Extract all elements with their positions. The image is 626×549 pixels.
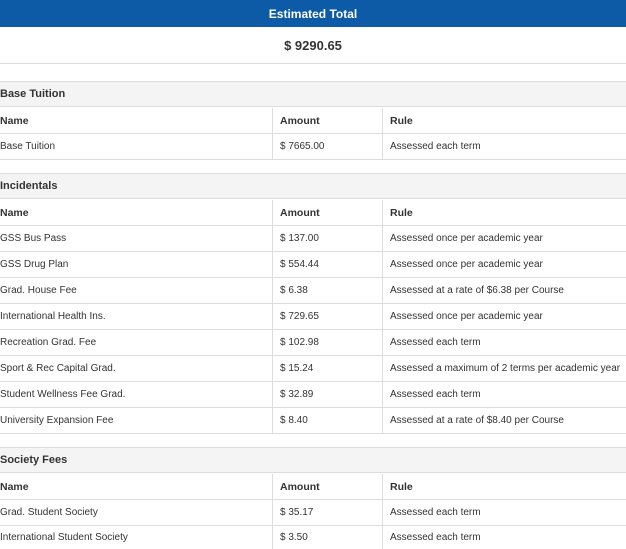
- table-row: GSS Drug Plan $ 554.44 Assessed once per…: [0, 252, 626, 278]
- table-row: University Expansion Fee $ 8.40 Assessed…: [0, 408, 626, 434]
- column-header-rule: Rule: [382, 200, 626, 225]
- total-amount: $ 9290.65: [284, 37, 342, 53]
- fee-rule: Assessed each term: [382, 382, 626, 407]
- fee-rule: Assessed each term: [382, 500, 626, 525]
- fee-name: Grad. House Fee: [0, 285, 77, 296]
- fee-amount: $ 3.50: [272, 526, 382, 549]
- fee-amount: $ 32.89: [272, 382, 382, 407]
- fee-amount: $ 8.40: [272, 408, 382, 433]
- section-title-incidentals: Incidentals: [0, 173, 626, 199]
- fee-rule: Assessed at a rate of $6.38 per Course: [382, 278, 626, 303]
- table-row: Grad. Student Society $ 35.17 Assessed e…: [0, 500, 626, 526]
- fee-rule: Assessed once per academic year: [382, 252, 626, 277]
- fee-rule: Assessed each term: [382, 330, 626, 355]
- fee-name: Base Tuition: [0, 141, 56, 152]
- column-header-amount: Amount: [272, 474, 382, 499]
- fee-name: GSS Drug Plan: [0, 259, 69, 270]
- fee-name: Student Wellness Fee Grad.: [0, 389, 126, 400]
- table-row: Recreation Grad. Fee $ 102.98 Assessed e…: [0, 330, 626, 356]
- section-title-base-tuition: Base Tuition: [0, 81, 626, 107]
- fee-amount: $ 6.38: [272, 278, 382, 303]
- table-header-row: Name Amount Rule: [0, 474, 626, 500]
- fee-name: Sport & Rec Capital Grad.: [0, 363, 116, 374]
- table-row: Student Wellness Fee Grad. $ 32.89 Asses…: [0, 382, 626, 408]
- column-header-name: Name: [0, 206, 29, 219]
- column-header-rule: Rule: [382, 108, 626, 133]
- section-title-society-fees: Society Fees: [0, 447, 626, 473]
- fee-amount: $ 554.44: [272, 252, 382, 277]
- fee-amount: $ 137.00: [272, 226, 382, 251]
- fee-rule: Assessed a maximum of 2 terms per academ…: [382, 356, 626, 381]
- column-header-amount: Amount: [272, 108, 382, 133]
- fee-amount: $ 102.98: [272, 330, 382, 355]
- table-header-row: Name Amount Rule: [0, 200, 626, 226]
- table-row: Grad. House Fee $ 6.38 Assessed at a rat…: [0, 278, 626, 304]
- table-row: Base Tuition $ 7665.00 Assessed each ter…: [0, 134, 626, 160]
- column-header-name: Name: [0, 114, 29, 127]
- fee-name: Recreation Grad. Fee: [0, 337, 97, 348]
- fee-name: International Health Ins.: [0, 311, 106, 322]
- fee-rule: Assessed each term: [382, 526, 626, 549]
- header-title: Estimated Total: [268, 6, 358, 21]
- fee-rule: Assessed once per academic year: [382, 226, 626, 251]
- fee-name: University Expansion Fee: [0, 415, 114, 426]
- table-row: International Student Society $ 3.50 Ass…: [0, 526, 626, 549]
- fee-amount: $ 35.17: [272, 500, 382, 525]
- table-row: International Health Ins. $ 729.65 Asses…: [0, 304, 626, 330]
- fee-amount: $ 7665.00: [272, 134, 382, 159]
- table-row: Sport & Rec Capital Grad. $ 15.24 Assess…: [0, 356, 626, 382]
- estimated-total-header: Estimated Total: [0, 0, 626, 27]
- column-header-rule: Rule: [382, 474, 626, 499]
- fee-name: Grad. Student Society: [0, 507, 98, 518]
- column-header-amount: Amount: [272, 200, 382, 225]
- table-header-row: Name Amount Rule: [0, 108, 626, 134]
- fee-amount: $ 729.65: [272, 304, 382, 329]
- fee-rule: Assessed at a rate of $8.40 per Course: [382, 408, 626, 433]
- estimated-total-value: $ 9290.65: [0, 27, 626, 64]
- fee-rule: Assessed once per academic year: [382, 304, 626, 329]
- column-header-name: Name: [0, 480, 29, 493]
- fee-amount: $ 15.24: [272, 356, 382, 381]
- fee-name: GSS Bus Pass: [0, 233, 67, 244]
- fee-rule: Assessed each term: [382, 134, 626, 159]
- table-row: GSS Bus Pass $ 137.00 Assessed once per …: [0, 226, 626, 252]
- fee-name: International Student Society: [0, 532, 128, 543]
